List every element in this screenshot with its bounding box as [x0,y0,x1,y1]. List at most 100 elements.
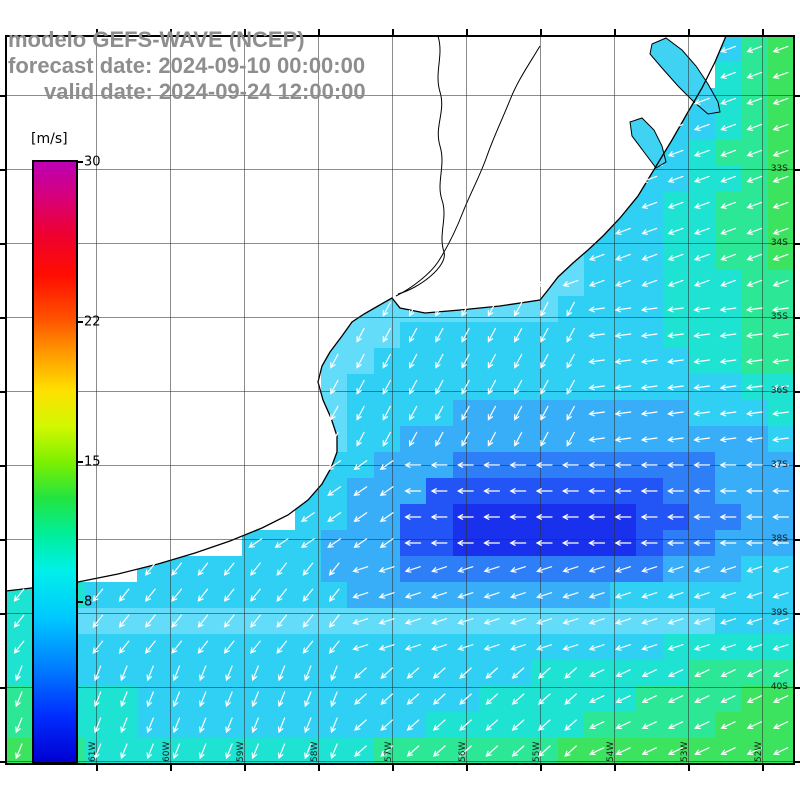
field-cell [583,660,611,687]
field-cell [294,504,322,531]
frame-tick [794,539,800,541]
field-cell [111,582,138,609]
field-cell [688,140,716,167]
field-cell [741,348,769,375]
field-cell [741,114,769,141]
field-cell [636,218,664,245]
field-cell [321,374,349,401]
frame-tick [614,29,616,35]
frame-tick [794,687,800,689]
field-cell [715,270,743,297]
field-cell [294,608,322,635]
field-cell [426,582,454,609]
field-cell [583,452,611,479]
field-cell [767,348,794,375]
field-cell [32,686,60,713]
field-cell [216,712,243,739]
frame-tick [540,765,542,771]
field-cell [505,582,532,609]
field-cell [163,608,191,635]
field-cell [32,634,60,661]
field-cell [321,712,349,739]
field-cell [321,660,349,687]
field-cell [636,660,664,687]
field-cell [583,504,611,531]
field-cell [294,530,322,557]
field-cell [715,140,743,167]
field-cell [137,556,165,583]
field-cell [688,530,716,557]
field-cell [767,140,794,167]
field-cell [373,504,401,531]
field-cell [767,62,794,89]
field-cell [610,530,637,557]
field-cell [557,608,585,635]
field-cell [767,660,794,687]
field-cell [688,270,716,297]
field-cell [688,634,716,661]
field-cell [741,582,769,609]
field-cell [662,504,690,531]
field-cell [636,296,664,323]
field-cell [715,36,743,63]
field-cell [216,582,243,609]
field-cell [531,556,559,583]
field-cell [715,556,743,583]
frame-tick [614,765,616,771]
field-cell [189,712,217,739]
field-cell [373,686,401,713]
field-cell [767,36,794,63]
field-cell [373,660,401,687]
field-cell [531,296,559,323]
field-cell [216,634,243,661]
field-cell [373,712,401,739]
field-cell [741,660,769,687]
field-cell [505,634,532,661]
field-cell [662,374,690,401]
field-cell [557,296,585,323]
field-cell [715,686,743,713]
field-cell [111,634,138,661]
field-cell [426,400,454,427]
field-cell [347,374,375,401]
field-cell [662,244,690,271]
field-cell [426,686,454,713]
field-cell [688,166,716,193]
field-cell [426,452,454,479]
field-cell [531,660,559,687]
field-cell [373,296,401,323]
field-cell [400,582,427,609]
field-cell [478,608,506,635]
field-cell [715,296,743,323]
field-cell [531,712,559,739]
field-cell [610,322,637,349]
field-cell [531,322,559,349]
field-cell [688,504,716,531]
field-cell [373,322,401,349]
field-cell [426,504,454,531]
field-cell [400,660,427,687]
field-cell [400,556,427,583]
field-cell [294,738,322,764]
field-cell [478,712,506,739]
field-cell [505,426,532,453]
field-cell [478,452,506,479]
field-cell [426,478,454,505]
frame-tick [392,765,394,771]
field-cell [294,634,322,661]
field-cell [373,426,401,453]
field-cell [505,712,532,739]
field-cell [688,582,716,609]
field-cell [557,634,585,661]
field-cell [137,712,165,739]
field-cell [557,270,585,297]
field-cell [531,270,559,297]
field-cell [505,296,532,323]
field-cell [137,660,165,687]
field-cell [163,712,191,739]
field-cell [767,712,794,739]
field-cell [242,660,270,687]
field-cell [531,478,559,505]
field-cell [741,634,769,661]
